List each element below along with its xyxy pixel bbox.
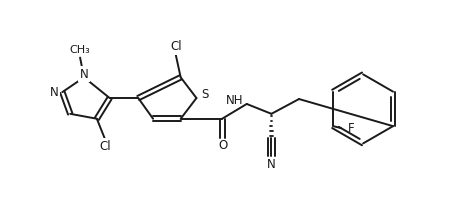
Text: N: N <box>80 68 88 81</box>
Text: F: F <box>348 122 354 135</box>
Text: Cl: Cl <box>99 140 110 153</box>
Text: N: N <box>267 158 276 171</box>
Text: Cl: Cl <box>170 40 181 53</box>
Text: NH: NH <box>226 94 244 106</box>
Text: CH₃: CH₃ <box>70 45 90 55</box>
Text: S: S <box>202 88 209 101</box>
Text: N: N <box>50 86 59 99</box>
Text: O: O <box>218 139 228 152</box>
